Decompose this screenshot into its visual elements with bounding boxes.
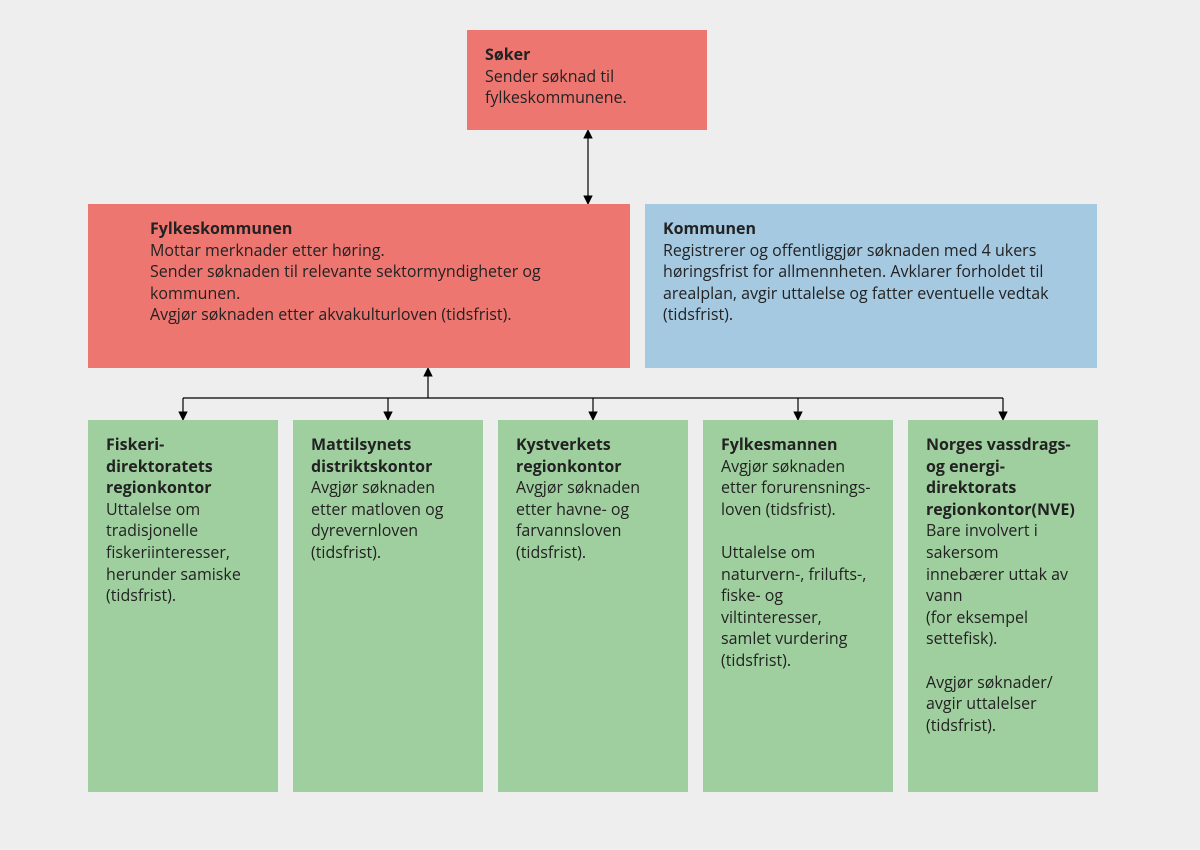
node-kommunen: KommunenRegistrerer og offentliggjør søk… — [645, 204, 1097, 368]
node-title: Kommunen — [663, 218, 1079, 240]
node-soker: SøkerSender søknad til fylkeskommunene. — [467, 30, 707, 130]
node-fylkesmannen: FylkesmannenAvgjør søknaden etter forure… — [703, 420, 893, 792]
node-title: Søker — [485, 44, 689, 66]
node-fylkeskommunen: FylkeskommunenMottar merknader etter hør… — [88, 204, 630, 368]
node-body: Avgjør søknaden etter matloven og dyreve… — [311, 477, 465, 563]
node-nve: Norges vassdrags- og energi- direktorats… — [908, 420, 1098, 792]
node-body: Avgjør søknaden etter forurensnings- lov… — [721, 456, 875, 672]
node-fiskeri: Fiskeri- direktoratets regionkontorUttal… — [88, 420, 278, 792]
node-body: Bare involvert i sakersom innebærer utta… — [926, 520, 1080, 736]
node-title: Fylkeskommunen — [150, 218, 612, 240]
node-title: Norges vassdrags- og energi- direktorats… — [926, 434, 1080, 520]
node-kystverket: Kystverkets regionkontorAvgjør søknaden … — [498, 420, 688, 792]
node-body: Uttalelse om tradisjonelle fiskeriintere… — [106, 499, 260, 607]
node-body: Sender søknad til fylkeskommunene. — [485, 66, 689, 109]
node-title: Mattilsynets distriktskontor — [311, 434, 465, 477]
node-body: Mottar merknader etter høring. Sender sø… — [150, 240, 612, 326]
node-body: Registrerer og offentliggjør søknaden me… — [663, 240, 1079, 326]
node-title: Kystverkets regionkontor — [516, 434, 670, 477]
node-title: Fylkesmannen — [721, 434, 875, 456]
node-mattilsynet: Mattilsynets distriktskontorAvgjør søkna… — [293, 420, 483, 792]
node-title: Fiskeri- direktoratets regionkontor — [106, 434, 260, 499]
node-body: Avgjør søknaden etter havne- og farvanns… — [516, 477, 670, 563]
